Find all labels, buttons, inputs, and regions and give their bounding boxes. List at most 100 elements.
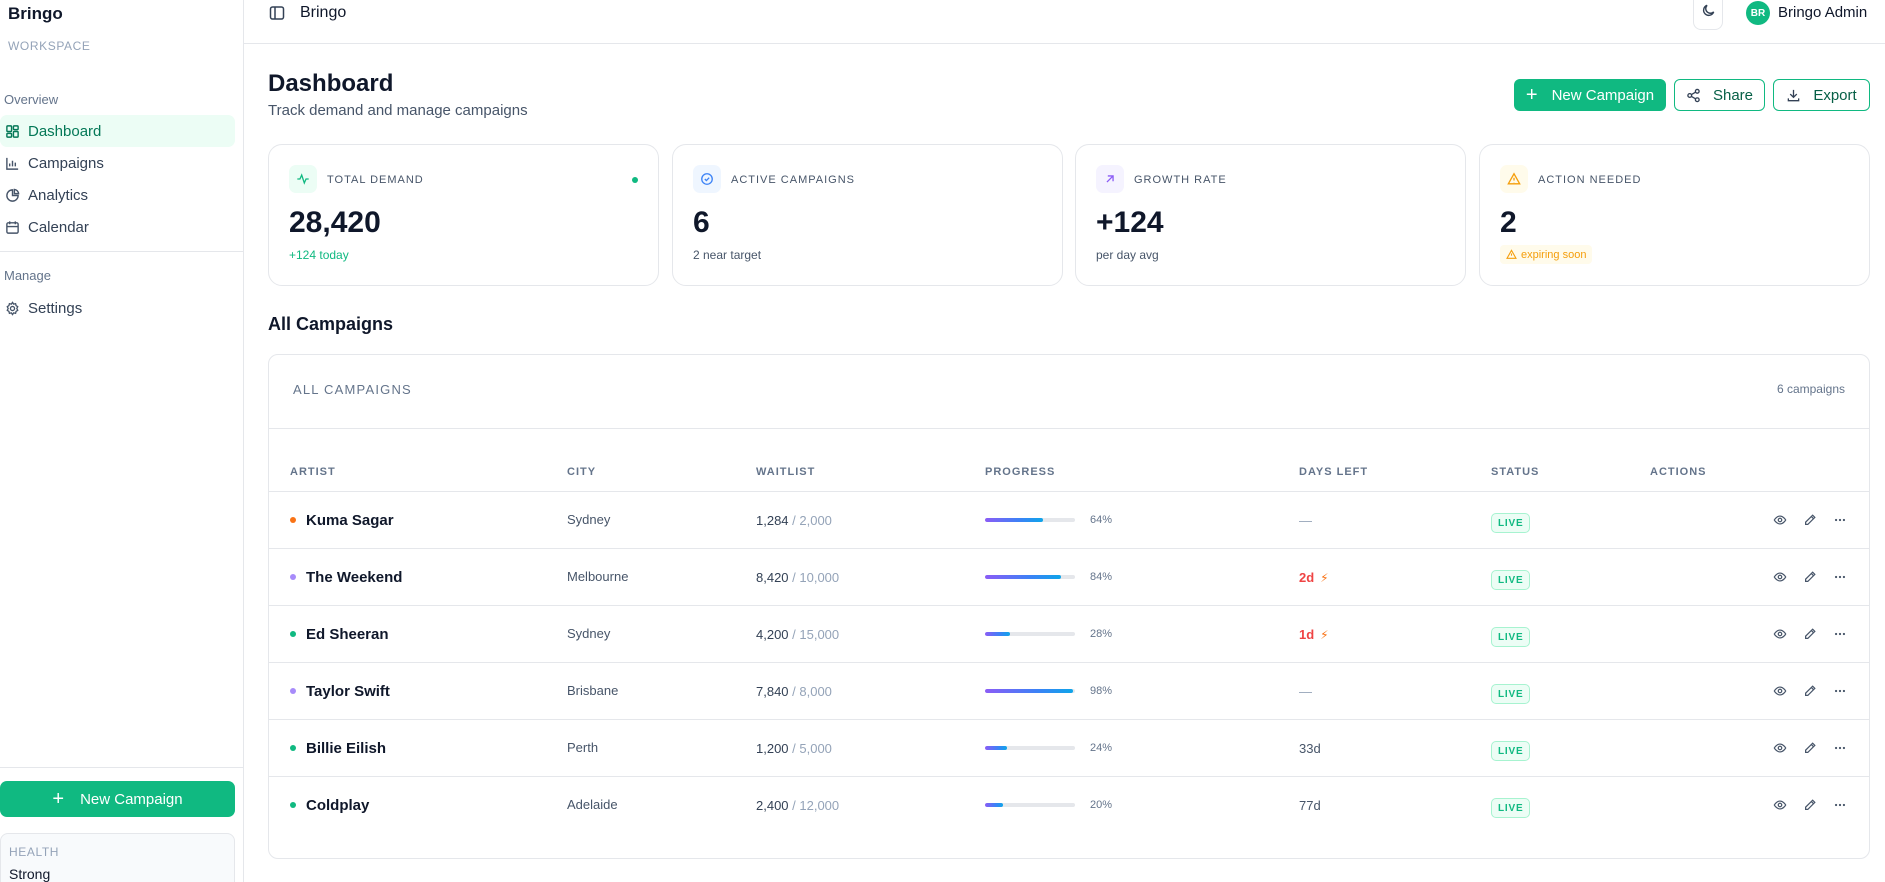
stat-value: +124 — [1096, 206, 1164, 239]
sidebar-new-campaign-button[interactable]: + New Campaign — [0, 781, 235, 817]
view-icon[interactable] — [1771, 682, 1789, 700]
column-header-artist[interactable]: ARTIST — [290, 466, 336, 478]
activity-icon — [289, 165, 317, 193]
artist-name[interactable]: Kuma Sagar — [306, 512, 394, 529]
sidebar: Bringo WORKSPACE Overview Dashboard Camp… — [0, 0, 244, 882]
more-options-icon[interactable] — [1831, 625, 1849, 643]
divider — [269, 428, 1869, 429]
page-subtitle: Track demand and manage campaigns — [268, 102, 528, 119]
waitlist-value: 1,284 — [756, 513, 789, 528]
waitlist-value: 1,200 — [756, 741, 789, 756]
column-header-status[interactable]: STATUS — [1491, 466, 1540, 478]
stat-label: ACTION NEEDED — [1538, 174, 1642, 186]
download-icon — [1788, 89, 1800, 101]
edit-icon[interactable] — [1801, 796, 1819, 814]
view-icon[interactable] — [1771, 568, 1789, 586]
progress-bar — [985, 746, 1075, 750]
arrow-up-right-icon — [1096, 165, 1124, 193]
warning-small-icon — [1506, 249, 1517, 260]
status-dot — [290, 745, 296, 751]
edit-icon[interactable] — [1801, 625, 1819, 643]
dashboard-icon — [4, 123, 20, 139]
days-left-value: 77d — [1299, 798, 1321, 813]
sidebar-toggle-icon[interactable] — [268, 4, 286, 22]
sidebar-item-settings[interactable]: Settings — [0, 292, 235, 324]
stat-sub: 2 near target — [693, 248, 762, 262]
stat-card-total-demand: TOTAL DEMAND 28,420 +124 today — [268, 144, 659, 286]
theme-toggle-button[interactable] — [1693, 0, 1723, 30]
more-options-icon[interactable] — [1831, 682, 1849, 700]
artist-name[interactable]: Taylor Swift — [306, 683, 390, 700]
stat-label: ACTIVE CAMPAIGNS — [731, 174, 855, 186]
column-header-days-left[interactable]: DAYS LEFT — [1299, 466, 1369, 478]
days-left-value: — — [1299, 513, 1312, 528]
workspace-label: WORKSPACE — [8, 39, 91, 53]
waitlist-goal: / 15,000 — [788, 627, 840, 642]
status-dot — [290, 574, 296, 580]
artist-name[interactable]: Coldplay — [306, 797, 370, 814]
table-row: Ed Sheeran Sydney 4,200 / 15,000 28% 1d ⚡ LIVE — [269, 606, 1869, 663]
column-header-waitlist[interactable]: WAITLIST — [756, 466, 816, 478]
stat-value: 28,420 — [289, 206, 381, 239]
view-icon[interactable] — [1771, 625, 1789, 643]
sidebar-item-dashboard[interactable]: Dashboard — [0, 115, 235, 147]
topbar: Bringo BR Bringo Admin — [244, 0, 1885, 44]
progress-percent: 84% — [1090, 571, 1113, 583]
more-options-icon[interactable] — [1831, 739, 1849, 757]
view-icon[interactable] — [1771, 739, 1789, 757]
edit-icon[interactable] — [1801, 568, 1819, 586]
edit-icon[interactable] — [1801, 739, 1819, 757]
live-indicator — [632, 177, 638, 183]
export-label: Export — [1813, 86, 1857, 104]
waitlist-goal: / 12,000 — [788, 798, 840, 813]
column-header-actions: ACTIONS — [1650, 466, 1707, 478]
edit-icon[interactable] — [1801, 511, 1819, 529]
stat-card-action-needed: ACTION NEEDED 2 expiring soon — [1479, 144, 1870, 286]
artist-name[interactable]: The Weekend — [306, 569, 403, 586]
share-button[interactable]: Share — [1674, 79, 1765, 111]
days-left-value: 33d — [1299, 741, 1321, 756]
divider — [269, 491, 1869, 492]
view-icon[interactable] — [1771, 511, 1789, 529]
status-badge: LIVE — [1491, 570, 1531, 590]
days-left-value: — — [1299, 684, 1312, 699]
moon-icon — [1701, 3, 1716, 23]
group-label-overview: Overview — [4, 92, 59, 107]
table-row: Taylor Swift Brisbane 7,840 / 8,000 98% — LIV… — [269, 663, 1869, 720]
check-circle-icon — [693, 165, 721, 193]
waitlist-cell: 8,420 / 10,000 — [756, 570, 839, 585]
user-name[interactable]: Bringo Admin — [1778, 4, 1868, 21]
status-badge: LIVE — [1491, 513, 1531, 533]
city-cell: Melbourne — [567, 569, 629, 584]
more-options-icon[interactable] — [1831, 796, 1849, 814]
new-campaign-button[interactable]: + New Campaign — [1514, 79, 1666, 111]
edit-icon[interactable] — [1801, 682, 1819, 700]
sidebar-item-analytics[interactable]: Analytics — [0, 179, 235, 211]
stat-label: TOTAL DEMAND — [327, 174, 424, 186]
avatar[interactable]: BR — [1746, 1, 1770, 25]
progress-percent: 28% — [1090, 628, 1113, 640]
more-options-icon[interactable] — [1831, 568, 1849, 586]
new-campaign-label: New Campaign — [1551, 86, 1655, 104]
sidebar-item-calendar[interactable]: Calendar — [0, 211, 235, 243]
waitlist-value: 4,200 — [756, 627, 789, 642]
artist-name[interactable]: Billie Eilish — [306, 740, 387, 757]
progress-percent: 64% — [1090, 514, 1113, 526]
progress-bar — [985, 575, 1075, 579]
lightning-icon: ⚡ — [1320, 570, 1329, 585]
expiring-badge: expiring soon — [1500, 245, 1593, 264]
sidebar-item-campaigns[interactable]: Campaigns — [0, 147, 235, 179]
waitlist-goal: / 5,000 — [788, 741, 832, 756]
view-icon[interactable] — [1771, 796, 1789, 814]
export-button[interactable]: Export — [1773, 79, 1870, 111]
more-options-icon[interactable] — [1831, 511, 1849, 529]
column-header-city[interactable]: CITY — [567, 466, 597, 478]
table-row: Kuma Sagar Sydney 1,284 / 2,000 64% — LIVE — [269, 492, 1869, 549]
sidebar-item-label: Analytics — [28, 186, 89, 204]
progress-bar — [985, 518, 1075, 522]
column-header-progress[interactable]: PROGRESS — [985, 466, 1056, 478]
status-dot — [290, 517, 296, 523]
days-left-value: 2d — [1299, 570, 1315, 585]
artist-name[interactable]: Ed Sheeran — [306, 626, 389, 643]
